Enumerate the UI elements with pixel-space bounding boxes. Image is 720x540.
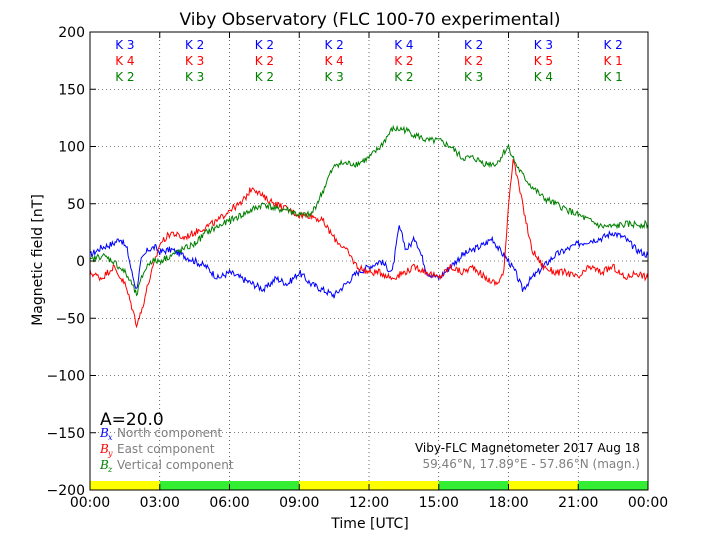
- legend-symbol: B: [99, 442, 109, 456]
- x-tick-label: 18:00: [488, 495, 528, 511]
- k-index-value: K 2: [115, 70, 134, 84]
- activity-segment: [229, 481, 300, 490]
- activity-segment: [369, 481, 439, 490]
- x-tick-label: 00:00: [70, 495, 110, 511]
- x-tick-label: 12:00: [349, 495, 389, 511]
- y-tick-label: −150: [47, 426, 85, 442]
- activity-bar: [90, 481, 648, 490]
- series-line: [89, 159, 649, 329]
- k-index-value: K 4: [394, 38, 413, 52]
- series-line: [89, 225, 649, 299]
- k-index-value: K 2: [464, 38, 483, 52]
- x-tick-label: 09:00: [279, 495, 319, 511]
- series-lines: [89, 124, 649, 329]
- k-index-value: K 2: [255, 54, 274, 68]
- k-index-value: K 1: [603, 70, 622, 84]
- legend-symbol: B: [99, 426, 109, 440]
- k-index-value: K 4: [324, 54, 343, 68]
- k-index-value: K 2: [394, 70, 413, 84]
- k-index-value: K 2: [185, 38, 204, 52]
- series-line: [89, 124, 649, 297]
- legend-subscript: y: [107, 449, 113, 458]
- k-index-value: K 2: [394, 54, 413, 68]
- grid: [90, 32, 648, 490]
- k-index-value: K 3: [185, 54, 204, 68]
- y-tick-label: 0: [76, 254, 85, 270]
- x-tick-label: 06:00: [209, 495, 249, 511]
- y-tick-label: −100: [47, 369, 85, 385]
- k-index-value: K 3: [534, 38, 553, 52]
- x-axis-label: Time [UTC]: [330, 516, 408, 532]
- x-tick-label: 03:00: [140, 495, 180, 511]
- k-index-value: K 2: [464, 54, 483, 68]
- axis-ticks: 00:00 03:00 06:00 09:00 12:00 15:00 18:00 21:00…: [47, 25, 669, 511]
- legend-label: East component: [117, 442, 215, 456]
- activity-segment: [578, 481, 648, 490]
- x-tick-label: 00:00: [628, 495, 668, 511]
- y-tick-label: −200: [47, 483, 85, 499]
- k-index-value: K 5: [534, 54, 553, 68]
- a-index-label: A=20.0: [100, 410, 164, 430]
- activity-segment: [508, 481, 579, 490]
- location-annotation: 59.46°N, 17.89°E - 57.86°N (magn.): [423, 457, 640, 471]
- legend-label: North component: [117, 426, 223, 440]
- k-index-value: K 3: [324, 70, 343, 84]
- k-index-value: K 3: [464, 70, 483, 84]
- y-axis-label: Magnetic field [nT]: [30, 194, 46, 326]
- x-tick-label: 15:00: [419, 495, 459, 511]
- legend-subscript: x: [108, 433, 113, 442]
- legend-symbol: B: [99, 458, 109, 472]
- legend-subscript: z: [107, 465, 113, 474]
- k-index-value: K 4: [534, 70, 553, 84]
- k-index-value: K 3: [185, 70, 204, 84]
- k-index-value: K 1: [603, 54, 622, 68]
- k-index-value: K 2: [255, 38, 274, 52]
- y-tick-label: 100: [58, 140, 85, 156]
- k-index-value: K 2: [255, 70, 274, 84]
- y-tick-label: 50: [67, 197, 85, 213]
- k-index-value: K 3: [115, 38, 134, 52]
- magnetometer-annotation: Viby-FLC Magnetometer 2017 Aug 18: [415, 441, 640, 455]
- activity-segment: [299, 481, 369, 490]
- y-tick-label: 150: [58, 82, 85, 98]
- k-index-value: K 4: [115, 54, 134, 68]
- activity-segment: [159, 481, 230, 490]
- x-tick-label: 21:00: [558, 495, 598, 511]
- y-tick-label: 200: [58, 25, 85, 41]
- chart-title: Viby Observatory (FLC 100-70 experimenta…: [180, 10, 561, 30]
- k-index-value: K 2: [324, 38, 343, 52]
- y-tick-label: −50: [55, 311, 85, 327]
- k-index-table: K 3 K 2 K 2 K 2 K 4 K 2 K 3 K 2 K 4 K 3 K 2 K 4 K 2 K…: [115, 38, 623, 84]
- legend-label: Vertical component: [117, 458, 234, 472]
- activity-segment: [438, 481, 509, 490]
- k-index-value: K 2: [603, 38, 622, 52]
- activity-segment: [90, 481, 160, 490]
